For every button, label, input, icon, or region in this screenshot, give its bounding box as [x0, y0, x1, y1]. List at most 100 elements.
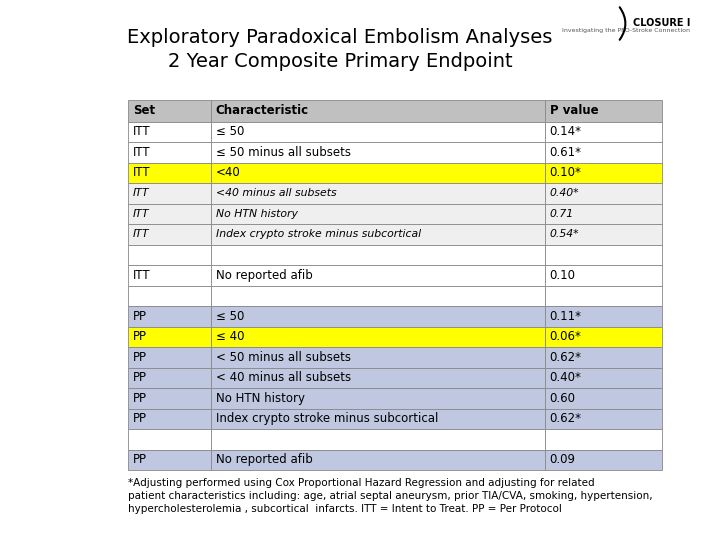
- Bar: [128, 100, 211, 122]
- Bar: [544, 347, 662, 368]
- Text: 0.71: 0.71: [549, 209, 574, 219]
- Text: 0.14*: 0.14*: [549, 125, 582, 138]
- Text: No HTN history: No HTN history: [216, 209, 297, 219]
- Bar: [544, 306, 662, 327]
- Bar: [211, 449, 544, 470]
- Text: ≤ 40: ≤ 40: [216, 330, 244, 343]
- Text: *Adjusting performed using Cox Proportional Hazard Regression and adjusting for : *Adjusting performed using Cox Proportio…: [128, 478, 652, 515]
- Bar: [211, 245, 544, 265]
- Bar: [128, 388, 211, 408]
- Bar: [211, 183, 544, 204]
- Text: ITT: ITT: [133, 146, 150, 159]
- Text: 0.10: 0.10: [549, 269, 575, 282]
- Bar: [128, 429, 211, 449]
- Bar: [211, 204, 544, 224]
- Text: PP: PP: [133, 392, 147, 405]
- Bar: [211, 122, 544, 142]
- Text: PP: PP: [133, 330, 147, 343]
- Text: ITT: ITT: [133, 230, 150, 239]
- Text: P value: P value: [549, 104, 598, 117]
- Text: <40: <40: [216, 166, 240, 179]
- Text: ≤ 50: ≤ 50: [216, 125, 244, 138]
- Text: No HTN history: No HTN history: [216, 392, 305, 405]
- Text: 0.40*: 0.40*: [549, 188, 579, 198]
- Text: 0.10*: 0.10*: [549, 166, 581, 179]
- Text: < 50 minus all subsets: < 50 minus all subsets: [216, 351, 351, 364]
- Bar: [544, 100, 662, 122]
- Text: 0.62*: 0.62*: [549, 351, 582, 364]
- Text: CLOSURE I: CLOSURE I: [633, 18, 690, 28]
- Bar: [544, 163, 662, 183]
- Bar: [544, 286, 662, 306]
- Bar: [211, 368, 544, 388]
- Text: 0.11*: 0.11*: [549, 310, 582, 323]
- Text: 0.62*: 0.62*: [549, 412, 582, 426]
- Text: Investigating the PFO-Stroke Connection: Investigating the PFO-Stroke Connection: [562, 28, 690, 33]
- Bar: [211, 224, 544, 245]
- Bar: [128, 265, 211, 286]
- Text: 0.09: 0.09: [549, 453, 575, 466]
- Text: No reported afib: No reported afib: [216, 269, 312, 282]
- Bar: [211, 163, 544, 183]
- Text: 0.60: 0.60: [549, 392, 575, 405]
- Bar: [128, 347, 211, 368]
- Text: <40 minus all subsets: <40 minus all subsets: [216, 188, 336, 198]
- Bar: [544, 327, 662, 347]
- Text: Characteristic: Characteristic: [216, 104, 309, 117]
- Bar: [128, 142, 211, 163]
- Bar: [544, 183, 662, 204]
- Bar: [128, 449, 211, 470]
- Bar: [544, 265, 662, 286]
- Bar: [128, 306, 211, 327]
- Bar: [128, 183, 211, 204]
- Bar: [128, 122, 211, 142]
- Text: ITT: ITT: [133, 188, 150, 198]
- Bar: [211, 347, 544, 368]
- Text: ≤ 50: ≤ 50: [216, 310, 244, 323]
- Bar: [211, 100, 544, 122]
- Bar: [211, 306, 544, 327]
- Text: PP: PP: [133, 453, 147, 466]
- Text: ITT: ITT: [133, 166, 150, 179]
- Text: 0.61*: 0.61*: [549, 146, 582, 159]
- Text: Set: Set: [133, 104, 155, 117]
- Bar: [128, 327, 211, 347]
- Bar: [211, 327, 544, 347]
- Bar: [128, 163, 211, 183]
- Bar: [211, 142, 544, 163]
- Bar: [211, 265, 544, 286]
- Text: < 40 minus all subsets: < 40 minus all subsets: [216, 372, 351, 384]
- Bar: [544, 122, 662, 142]
- Bar: [128, 245, 211, 265]
- Bar: [211, 408, 544, 429]
- Text: ITT: ITT: [133, 209, 150, 219]
- Text: Index crypto stroke minus subcortical: Index crypto stroke minus subcortical: [216, 230, 421, 239]
- Bar: [544, 408, 662, 429]
- Bar: [211, 429, 544, 449]
- Bar: [544, 368, 662, 388]
- Text: PP: PP: [133, 310, 147, 323]
- Bar: [128, 408, 211, 429]
- Bar: [544, 224, 662, 245]
- Bar: [544, 142, 662, 163]
- Text: PP: PP: [133, 351, 147, 364]
- Text: No reported afib: No reported afib: [216, 453, 312, 466]
- Bar: [544, 449, 662, 470]
- Text: ≤ 50 minus all subsets: ≤ 50 minus all subsets: [216, 146, 351, 159]
- Text: 0.40*: 0.40*: [549, 372, 581, 384]
- Text: 0.54*: 0.54*: [549, 230, 579, 239]
- Bar: [128, 204, 211, 224]
- Text: ITT: ITT: [133, 125, 150, 138]
- Text: Index crypto stroke minus subcortical: Index crypto stroke minus subcortical: [216, 412, 438, 426]
- Bar: [544, 429, 662, 449]
- Text: 0.06*: 0.06*: [549, 330, 581, 343]
- Bar: [128, 286, 211, 306]
- Bar: [544, 245, 662, 265]
- Bar: [211, 286, 544, 306]
- Text: Exploratory Paradoxical Embolism Analyses: Exploratory Paradoxical Embolism Analyse…: [127, 28, 553, 47]
- Bar: [211, 388, 544, 408]
- Text: PP: PP: [133, 412, 147, 426]
- Text: 2 Year Composite Primary Endpoint: 2 Year Composite Primary Endpoint: [168, 52, 513, 71]
- Bar: [544, 204, 662, 224]
- Bar: [544, 388, 662, 408]
